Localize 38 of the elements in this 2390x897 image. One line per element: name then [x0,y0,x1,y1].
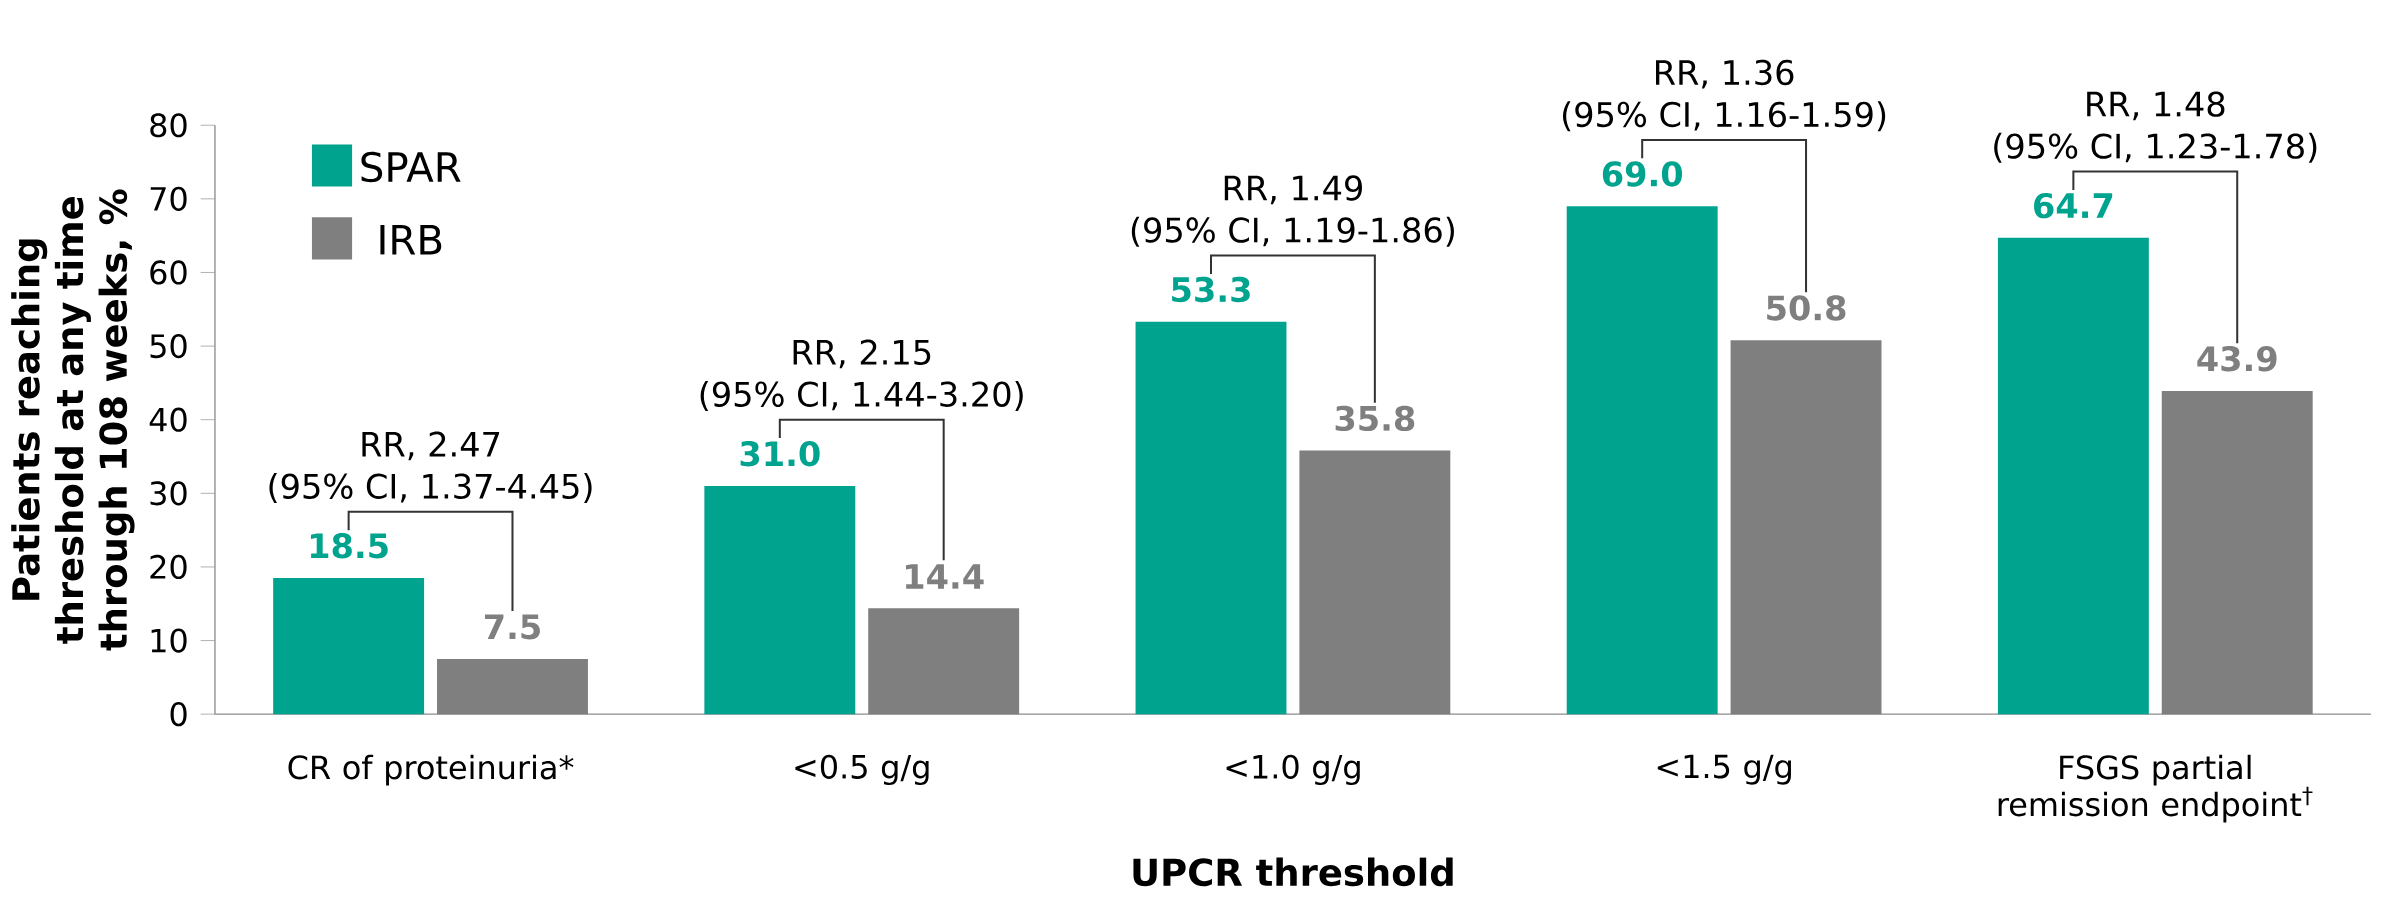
x-tick-label: <0.5 g/g [795,754,929,785]
data-label: 14.4 [906,563,984,589]
annotation: (95% CI, 1.44-3.20) [700,380,1023,411]
x-tick-label: FSGS partial remission endpoint$^{†}$ [1998,754,2313,823]
y-tick-label: 20 [150,554,187,579]
data-label: 18.5 [310,532,388,559]
x-axis-title: UPCR threshold [1133,857,1453,887]
annotation: (95% CI, 1.16-1.59) [1562,101,1886,131]
y-tick-label: 80 [150,112,187,138]
x-tick-label: CR of proteinuria* [288,754,574,786]
annotation: (95% CI, 1.23-1.78) [1994,132,2317,163]
text: RR, 1.36 [1656,59,1794,89]
legend-label: IRB [380,224,442,255]
data-label: 53.3 [1172,276,1250,303]
data-label: 31.0 [740,440,820,467]
annotation: RR, 1.49 [1224,175,1362,204]
x-tick-label: <1.5 g/g [1657,754,1791,785]
y-tick-label: 40 [149,407,187,432]
data-label: 64.7 [2034,192,2113,219]
y-tick-label: 0 [170,701,187,727]
data-label: 35.8 [1335,405,1415,431]
text: RR, 1.48 [2087,91,2225,121]
data-label: 50.8 [1767,295,1846,321]
data-label: 7.5 [484,614,540,640]
x-tick-label: <1.0 g/g [1226,754,1360,785]
y-tick-label: 50 [150,333,187,358]
annotation: RR, 2.15 [793,339,931,369]
y-tick-label: 10 [151,628,187,653]
y-tick-label: 60 [150,260,187,285]
y-tick-label: 30 [150,481,187,506]
annotation: (95% CI, 1.37-4.45) [269,472,592,503]
data-label: 43.9 [2197,345,2277,372]
annotation: (95% CI, 1.19-1.86) [1131,216,1454,247]
y-axis-title: Patients reaching threshold at any time through 108 weeks, % [11,189,135,651]
y-tick-label: 70 [150,186,187,211]
legend-label: SPAR [361,151,461,183]
data-label: 69.0 [1602,161,1683,187]
annotation: RR, 2.47 [362,431,500,461]
